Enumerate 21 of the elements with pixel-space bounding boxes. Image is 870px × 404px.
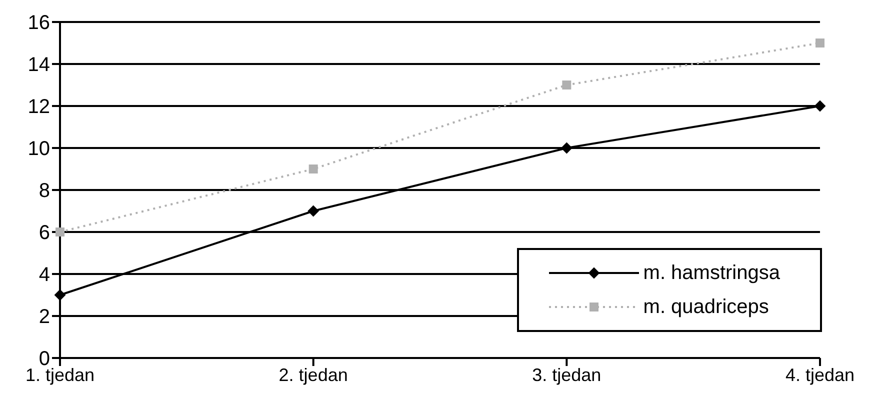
x-tick-label: 3. tjedan (532, 364, 602, 385)
legend-label: m. quadriceps (643, 296, 769, 318)
y-tick-label: 12 (28, 96, 50, 118)
y-tick-label: 14 (28, 54, 50, 76)
point (56, 228, 64, 236)
y-tick-label: 2 (38, 306, 50, 328)
y-tick-label: 6 (38, 222, 50, 244)
point (308, 206, 319, 216)
x-tick-label: 4. tjedan (785, 364, 855, 385)
x-tick-label: 2. tjedan (278, 364, 348, 385)
point (561, 142, 572, 154)
y-tick-label: 16 (28, 12, 50, 34)
point (814, 100, 826, 112)
point (816, 38, 824, 48)
y-tick-label: 10 (28, 138, 50, 160)
legend-label: m. hamstringsa (643, 262, 780, 284)
y-tick-label: 4 (38, 264, 50, 286)
point (308, 164, 318, 174)
point (562, 80, 572, 90)
point (54, 290, 66, 300)
y-tick-label: 8 (38, 180, 50, 202)
